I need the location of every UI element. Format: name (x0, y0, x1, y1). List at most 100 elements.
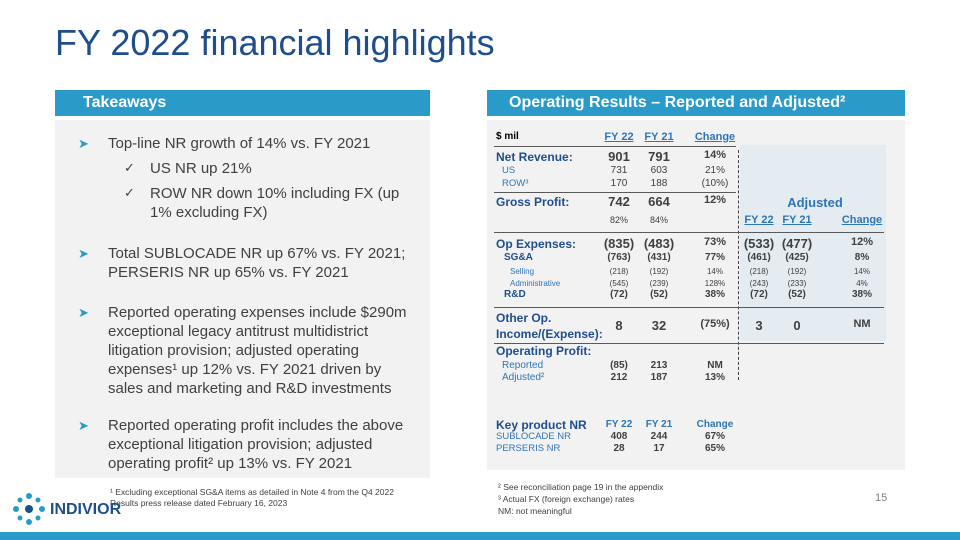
table-cell: 742 (608, 194, 630, 210)
bullet-text: Reported operating profit includes the a… (108, 417, 404, 472)
table-cell: (52) (788, 289, 806, 300)
table-cell: 731 (610, 165, 628, 176)
row-rule (494, 307, 884, 308)
row-label: Reported (502, 360, 544, 371)
column-header: Change (694, 131, 736, 143)
table-cell: 14% (703, 149, 727, 162)
adjusted-shade (740, 145, 886, 341)
key-product-cell: 244 (650, 431, 668, 442)
results-footnote: ² See reconciliation page 19 in the appe… (498, 482, 664, 492)
key-product-cell: 408 (610, 431, 628, 442)
key-product-cell: 17 (653, 443, 665, 454)
table-cell: 21% (704, 165, 725, 176)
table-cell: 14% (706, 267, 723, 277)
bottom-bar (0, 532, 960, 540)
logo-text: INDIVIOR (50, 501, 122, 518)
adjusted-column-header: Change (841, 214, 883, 226)
key-product-cell: 28 (613, 443, 625, 454)
table-cell: (545) (609, 279, 629, 289)
adjusted-column-header: FY 22 (744, 214, 774, 226)
adjusted-column-header: FY 21 (782, 214, 812, 226)
key-product-row-label: SUBLOCADE NR (496, 431, 571, 442)
adjusted-title: Adjusted (787, 195, 843, 210)
column-header: FY 22 (604, 131, 634, 143)
table-cell: (483) (643, 236, 675, 252)
row-rule (494, 343, 884, 344)
table-cell: (52) (650, 289, 668, 300)
row-label: US (502, 165, 516, 177)
table-cell: 3 (755, 318, 763, 334)
table-cell: 73% (703, 236, 727, 249)
column-header: FY 21 (644, 131, 674, 143)
table-cell: 13% (704, 372, 725, 383)
table-cell: (477) (781, 236, 813, 252)
table-cell: 0 (793, 318, 801, 334)
results-header: Operating Results – Reported and Adjuste… (487, 90, 905, 116)
row-label: R&D (504, 289, 526, 300)
table-cell: (425) (785, 252, 809, 263)
table-cell: (72) (610, 289, 628, 300)
row-label: Operating Profit: (496, 343, 592, 358)
table-cell: (192) (787, 267, 807, 277)
table-cell: (533) (743, 236, 775, 252)
table-cell: 213 (650, 360, 668, 371)
table-cell: 12% (850, 236, 874, 249)
row-label: Gross Profit: (496, 194, 570, 209)
results-footnote: NM: not meaningful (498, 506, 572, 516)
table-cell: 8 (615, 318, 623, 334)
table-cell: (10%) (701, 178, 729, 189)
table-cell: 212 (610, 372, 628, 383)
table-cell: (233) (787, 279, 807, 289)
bullet-arrow: ➤ (78, 305, 89, 320)
title: FY 2022 financial highlights (55, 22, 495, 63)
header-rule (494, 146, 736, 147)
key-product-label: Key product NR (496, 418, 587, 432)
takeaways-header: Takeaways (55, 90, 430, 116)
table-cell: 664 (648, 194, 670, 210)
row-label: Net Revenue: (496, 149, 573, 164)
check-mark: ✓ (124, 185, 135, 200)
bullet-arrow: ➤ (78, 246, 89, 261)
table-cell: 8% (854, 252, 870, 263)
page-number: 15 (875, 492, 888, 504)
bullet-arrow: ➤ (78, 418, 89, 433)
table-cell: (431) (647, 252, 671, 263)
key-product-header: FY 22 (605, 419, 633, 430)
divider (738, 150, 739, 380)
results-footnote: ³ Actual FX (foreign exchange) rates (498, 494, 635, 504)
check-mark: ✓ (124, 160, 135, 175)
table-cell: 4% (856, 279, 868, 289)
row-label: ROW³ (502, 178, 529, 190)
row-label: Selling (510, 267, 535, 277)
bullet-text: Top-line NR growth of 14% vs. FY 2021 (108, 135, 371, 152)
table-cell: (218) (749, 267, 769, 277)
column-header: $ mil (496, 131, 519, 142)
row-label: Administrative (510, 279, 561, 289)
table-cell: 77% (704, 252, 725, 263)
footnote: ¹ Excluding exceptional SG&A items as de… (110, 487, 394, 508)
table-cell: (239) (649, 279, 669, 289)
table-cell: (72) (750, 289, 768, 300)
key-product-row-label: PERSERIS NR (496, 443, 561, 454)
takeaways-panel (55, 120, 430, 478)
row-rule (494, 192, 736, 193)
table-cell: 128% (704, 279, 726, 289)
table-cell: (835) (603, 236, 635, 252)
table-cell: 603 (650, 165, 668, 176)
table-cell: 12% (703, 194, 727, 207)
table-cell: (75%) (700, 318, 730, 331)
table-cell: (763) (607, 252, 631, 263)
table-cell: 82% (609, 214, 628, 225)
logo-icon (13, 493, 45, 525)
table-cell: 791 (648, 149, 670, 165)
table-cell: NM (853, 318, 871, 331)
table-cell: NM (707, 360, 723, 371)
key-product-cell: 67% (704, 431, 725, 442)
table-cell: 187 (650, 372, 668, 383)
table-cell: (243) (749, 279, 769, 289)
row-label: Other Op. Income/(Expense): (496, 311, 603, 341)
bullet-text: Total SUBLOCADE NR up 67% vs. FY 2021; P… (108, 245, 406, 281)
row-rule (494, 232, 884, 233)
sub-bullet-text: US NR up 21% (150, 160, 252, 177)
